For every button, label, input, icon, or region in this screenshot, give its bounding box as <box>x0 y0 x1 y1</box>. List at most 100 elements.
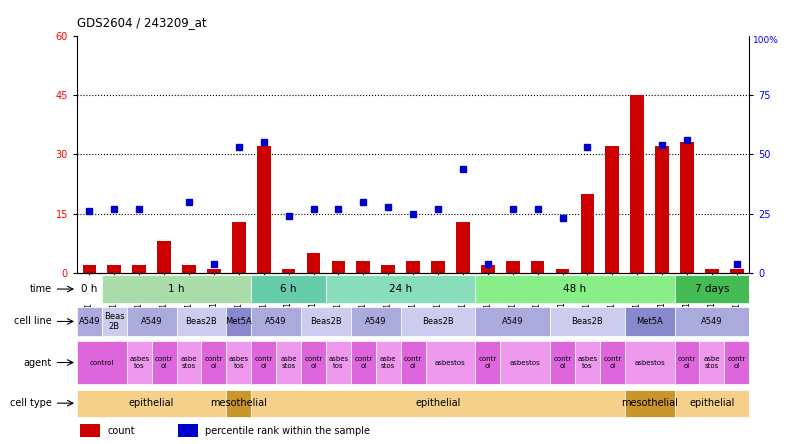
Text: 24 h: 24 h <box>389 284 412 294</box>
Bar <box>382 265 395 273</box>
Bar <box>625 389 675 417</box>
Text: Met5A: Met5A <box>637 317 663 326</box>
Text: A549: A549 <box>266 317 287 326</box>
Text: epithelial: epithelial <box>129 398 174 408</box>
Bar <box>108 265 122 273</box>
Text: 6 h: 6 h <box>280 284 296 294</box>
Bar <box>456 222 470 273</box>
Bar <box>207 269 221 273</box>
Bar <box>326 341 351 384</box>
Text: contr
ol: contr ol <box>354 356 373 369</box>
Text: contr
ol: contr ol <box>254 356 273 369</box>
Text: Beas2B: Beas2B <box>310 317 342 326</box>
Bar <box>182 265 196 273</box>
Bar <box>556 269 569 273</box>
Bar <box>600 341 625 384</box>
Text: 48 h: 48 h <box>564 284 586 294</box>
Bar <box>675 389 749 417</box>
Bar <box>77 341 126 384</box>
Bar <box>605 147 619 273</box>
Bar <box>251 389 625 417</box>
Bar <box>705 269 718 273</box>
Text: contr
ol: contr ol <box>603 356 621 369</box>
Bar <box>132 265 146 273</box>
Bar <box>251 307 301 336</box>
Bar <box>83 265 96 273</box>
Text: cell line: cell line <box>15 317 52 326</box>
Text: A549: A549 <box>79 317 100 326</box>
Bar <box>177 341 202 384</box>
Bar <box>226 307 251 336</box>
Bar <box>301 307 351 336</box>
Text: contr
ol: contr ol <box>479 356 497 369</box>
Text: percentile rank within the sample: percentile rank within the sample <box>205 426 369 436</box>
Text: asbestos: asbestos <box>509 360 540 365</box>
Bar <box>226 389 251 417</box>
Bar <box>481 265 495 273</box>
Bar <box>326 275 475 303</box>
Bar <box>356 261 370 273</box>
Text: cell type: cell type <box>11 398 52 408</box>
Bar <box>80 424 100 437</box>
Bar <box>157 242 171 273</box>
Text: Beas2B: Beas2B <box>422 317 454 326</box>
Text: asbe
stos: asbe stos <box>380 356 396 369</box>
Bar <box>575 341 600 384</box>
Bar <box>425 341 475 384</box>
Bar <box>102 275 251 303</box>
Bar <box>724 341 749 384</box>
Bar <box>625 341 675 384</box>
Text: epithelial: epithelial <box>689 398 735 408</box>
Bar <box>177 307 226 336</box>
Text: epithelial: epithelial <box>416 398 461 408</box>
Bar <box>276 341 301 384</box>
Bar <box>630 95 644 273</box>
Text: contr
ol: contr ol <box>155 356 173 369</box>
Bar <box>625 307 675 336</box>
Bar <box>550 307 625 336</box>
Bar <box>475 275 675 303</box>
Text: contr
ol: contr ol <box>727 356 746 369</box>
Bar <box>506 261 519 273</box>
Bar <box>331 261 345 273</box>
Bar <box>730 269 744 273</box>
Bar <box>431 261 445 273</box>
Bar <box>376 341 401 384</box>
Text: asbes
tos: asbes tos <box>228 356 249 369</box>
Bar <box>531 261 544 273</box>
Bar <box>251 341 276 384</box>
Bar <box>102 307 126 336</box>
Text: A549: A549 <box>141 317 162 326</box>
Text: contr
ol: contr ol <box>553 356 572 369</box>
Bar <box>475 341 501 384</box>
Bar <box>475 307 550 336</box>
Text: contr
ol: contr ol <box>678 356 696 369</box>
Text: A549: A549 <box>701 317 723 326</box>
Text: asbestos: asbestos <box>634 360 665 365</box>
Bar <box>282 269 296 273</box>
Bar <box>301 341 326 384</box>
Bar <box>178 424 198 437</box>
Text: Met5A: Met5A <box>225 317 252 326</box>
Bar <box>351 341 376 384</box>
Text: GDS2604 / 243209_at: GDS2604 / 243209_at <box>77 16 207 28</box>
Text: asbes
tos: asbes tos <box>129 356 149 369</box>
Text: time: time <box>30 284 52 294</box>
Text: 0 h: 0 h <box>81 284 97 294</box>
Text: 7 days: 7 days <box>695 284 729 294</box>
Bar <box>407 261 420 273</box>
Text: asbes
tos: asbes tos <box>328 356 348 369</box>
Bar <box>202 341 226 384</box>
Bar <box>232 222 245 273</box>
Text: asbe
stos: asbe stos <box>704 356 720 369</box>
Bar <box>700 341 724 384</box>
Text: mesothelial: mesothelial <box>211 398 267 408</box>
Bar <box>77 307 102 336</box>
Text: agent: agent <box>23 357 52 368</box>
Bar <box>401 341 425 384</box>
Bar <box>401 307 475 336</box>
Text: Beas2B: Beas2B <box>572 317 603 326</box>
Text: asbes
tos: asbes tos <box>578 356 598 369</box>
Text: contr
ol: contr ol <box>205 356 223 369</box>
Bar <box>675 341 700 384</box>
